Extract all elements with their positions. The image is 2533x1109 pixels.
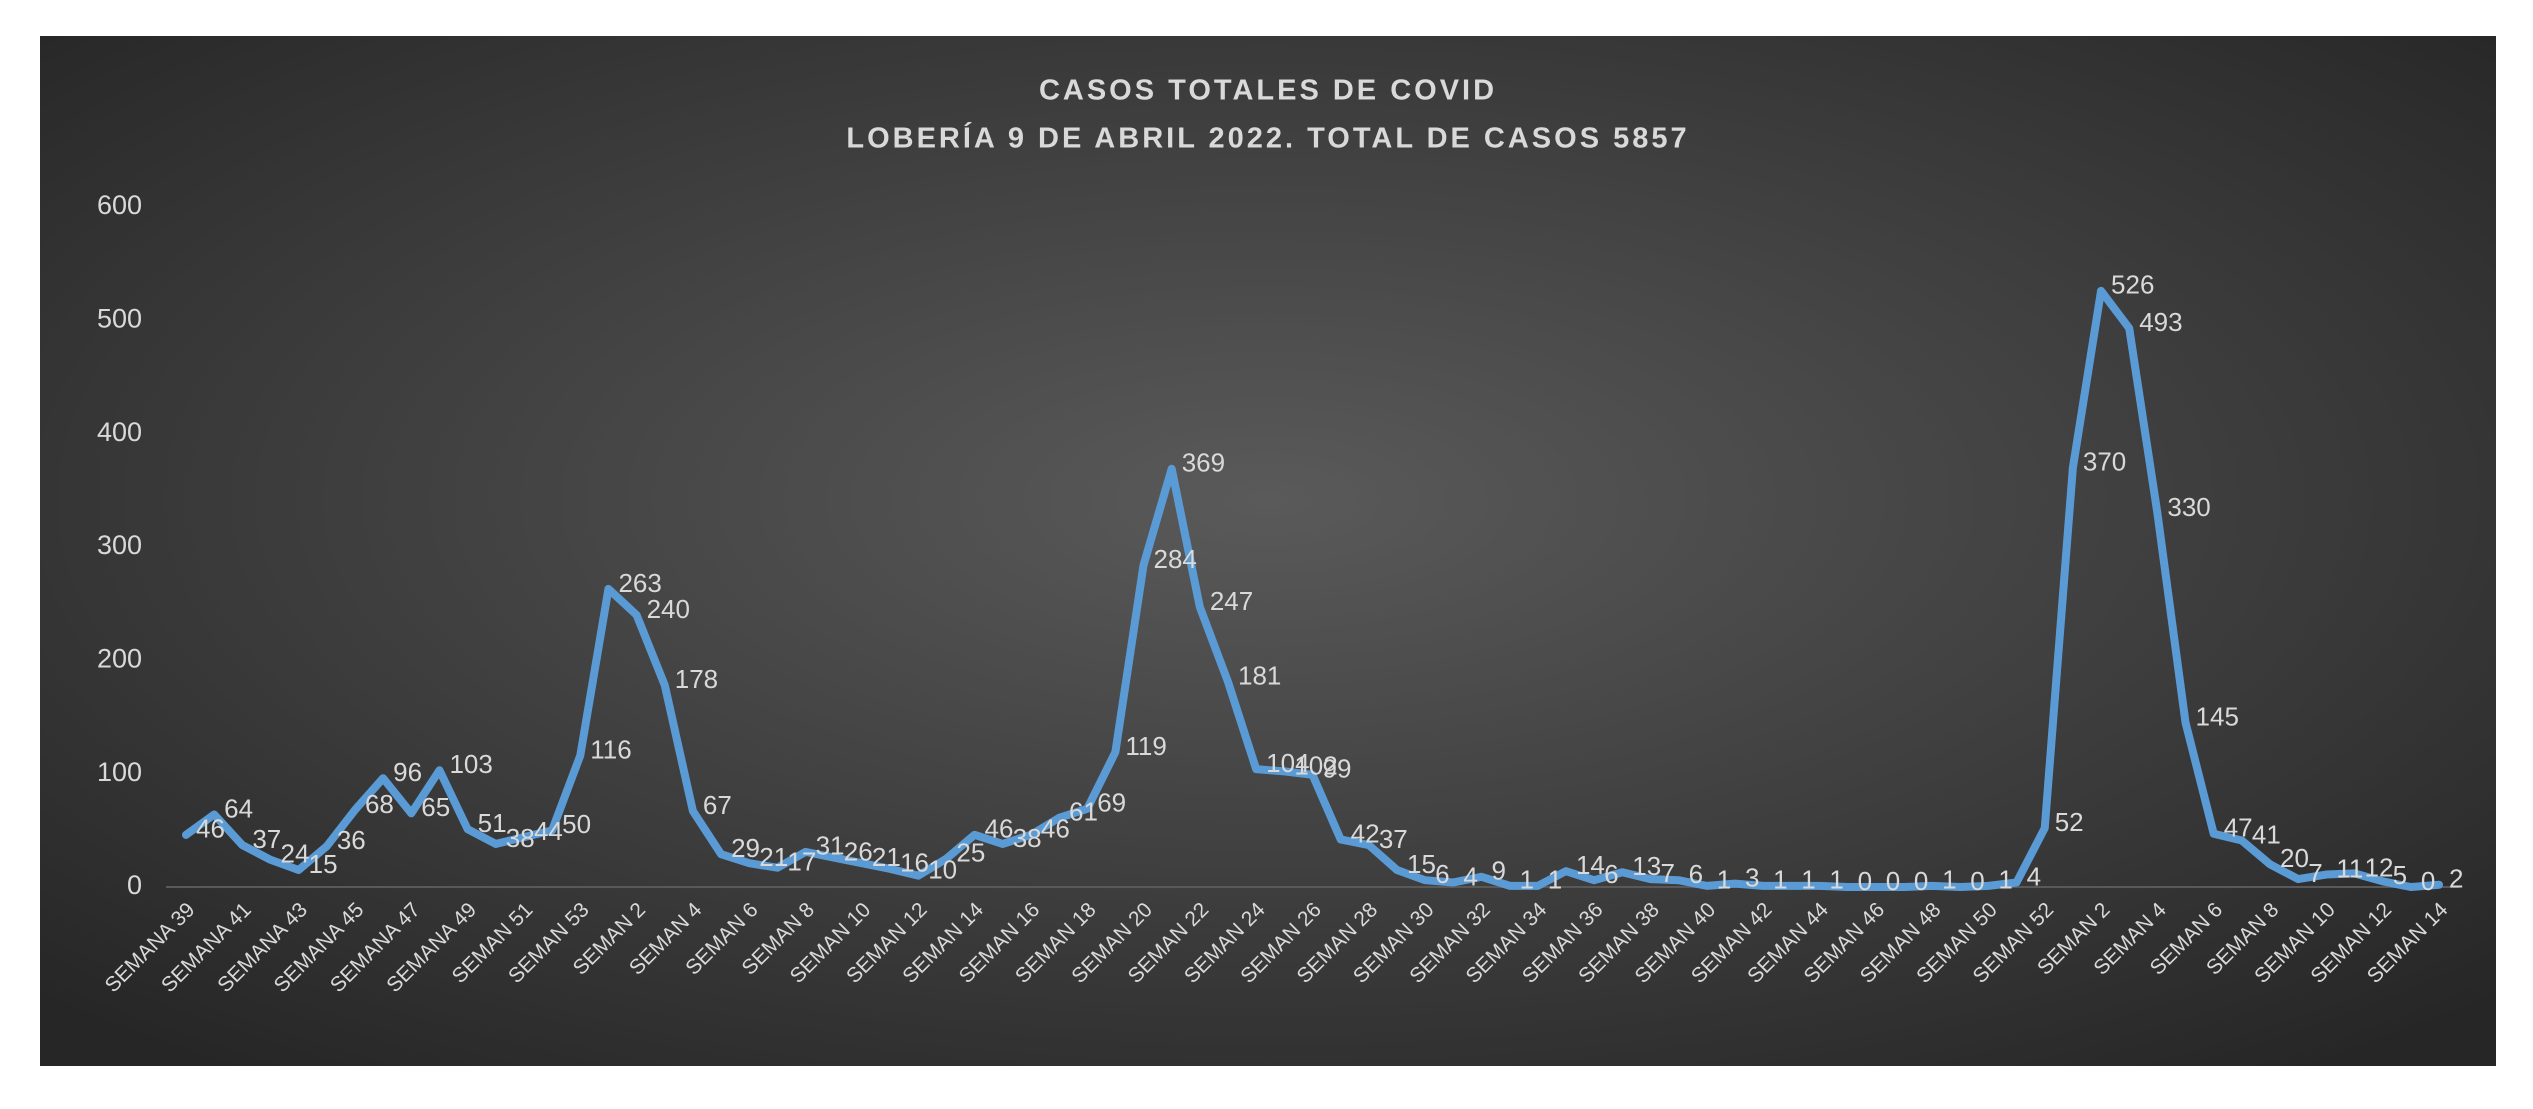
data-label: 46 [985,814,1014,844]
y-tick-label: 500 [97,303,142,333]
data-label: 181 [1238,661,1281,691]
data-label: 17 [787,847,816,877]
data-label: 4 [2027,861,2041,891]
data-label: 104 [1266,748,1309,778]
data-label: 1 [1520,865,1534,895]
data-label: 7 [1660,858,1674,888]
data-label: 99 [1323,754,1352,784]
data-label: 21 [872,842,901,872]
data-label: 25 [956,838,985,868]
data-label: 38 [506,823,535,853]
data-label: 41 [2252,819,2281,849]
data-label: 6 [1604,859,1618,889]
data-label: 38 [1013,823,1042,853]
data-label: 178 [675,664,718,694]
data-label: 50 [562,809,591,839]
line [182,286,2443,891]
y-tick-label: 300 [97,530,142,560]
y-tick-label: 400 [97,417,142,447]
data-label: 29 [731,833,760,863]
data-label: 61 [1069,797,1098,827]
data-label: 284 [1154,544,1197,574]
data-label: 526 [2111,270,2154,300]
data-label: 46 [1041,814,1070,844]
data-label: 44 [534,816,563,846]
data-label: 103 [449,749,492,779]
data-label: 119 [1125,731,1166,761]
data-label: 26 [844,836,873,866]
chart-title: CASOS TOTALES DE COVID [1039,75,1497,107]
data-label: 0 [1970,866,1984,896]
data-label: 4 [1463,861,1477,891]
data-label: 263 [618,568,661,598]
data-label: 15 [309,849,338,879]
data-label: 369 [1182,448,1225,478]
data-label: 65 [421,792,450,822]
data-label: 0 [1886,866,1900,896]
data-label: 24 [280,839,309,869]
data-label: 13 [1632,851,1661,881]
data-label: 1 [1717,865,1731,895]
data-label: 42 [1351,818,1380,848]
data-label: 1 [1998,865,2012,895]
data-label: 1 [1773,865,1787,895]
data-label: 1 [1548,865,1562,895]
data-label: 67 [703,790,732,820]
data-label: 64 [224,793,253,823]
data-label: 31 [816,831,845,861]
data-label: 1 [1829,865,1843,895]
data-label: 0 [1914,866,1928,896]
data-label: 37 [1379,824,1408,854]
data-label: 0 [1858,866,1872,896]
chart-subtitle: LOBERÍA 9 DE ABRIL 2022. TOTAL DE CASOS … [846,121,1689,155]
chart-background [40,36,2496,1066]
data-label: 6 [1435,859,1449,889]
data-label: 16 [900,848,929,878]
data-label: 0 [2421,866,2435,896]
data-label: 14 [1576,850,1605,880]
data-label: 102 [1294,750,1337,780]
data-label: 240 [647,594,690,624]
data-label: 69 [1097,788,1126,818]
data-label: 9 [1491,856,1505,886]
data-label: 52 [2055,807,2084,837]
data-label: 12 [2365,852,2394,882]
data-label: 46 [196,814,225,844]
data-label: 15 [1407,849,1436,879]
data-label: 330 [2167,492,2210,522]
data-label: 21 [759,842,788,872]
data-label: 20 [2280,843,2309,873]
data-label: 145 [2196,702,2239,732]
data-label: 370 [2083,447,2126,477]
y-tick-label: 600 [97,190,142,220]
data-label: 11 [2336,853,2363,883]
data-label: 51 [478,808,507,838]
data-label: 116 [590,734,631,764]
data-label: 247 [1210,586,1253,616]
data-label: 37 [252,824,281,854]
data-label: 47 [2224,813,2253,843]
data-label: 6 [1689,859,1703,889]
data-label: 10 [928,855,957,885]
data-label: 3 [1745,862,1759,892]
data-label: 1 [1801,865,1815,895]
data-label: 1 [1942,865,1956,895]
data-label: 493 [2139,307,2182,337]
y-tick-label: 0 [127,870,142,900]
y-tick-label: 100 [97,757,142,787]
data-label: 36 [337,825,366,855]
data-label: 5 [2393,860,2407,890]
data-label: 2 [2449,864,2463,894]
data-label: 68 [365,789,394,819]
y-tick-label: 200 [97,643,142,673]
data-label: 96 [393,757,422,787]
data-label: 7 [2308,858,2322,888]
